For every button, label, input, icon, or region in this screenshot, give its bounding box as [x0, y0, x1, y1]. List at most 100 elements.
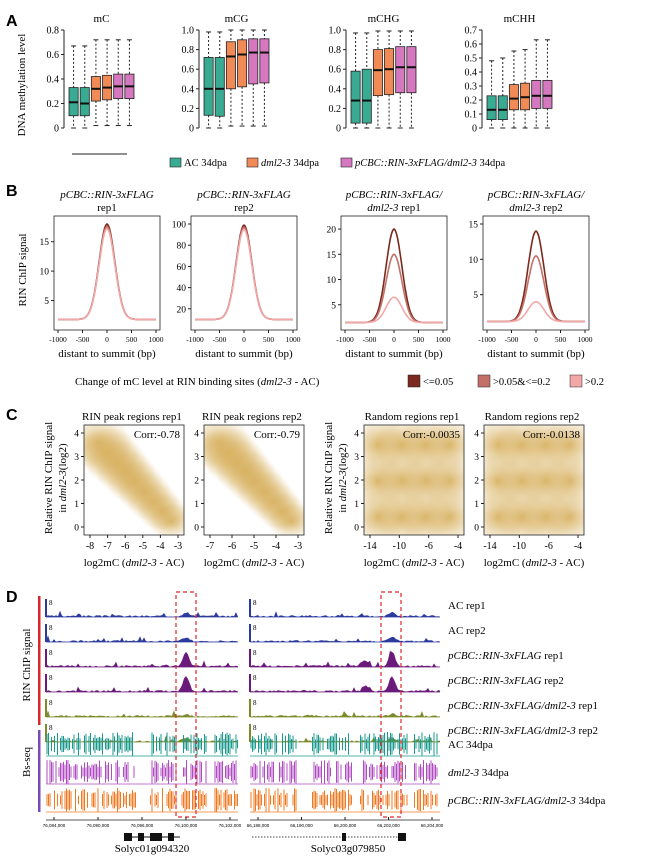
x-tick-label: -6 — [424, 541, 432, 552]
density-blob — [542, 489, 584, 535]
box-pcbc — [124, 39, 135, 127]
gene-model-right: Solyc03g079850 — [252, 833, 406, 855]
track-signal — [250, 711, 440, 717]
profile-xlabel: distant to summit (bp) — [345, 348, 443, 360]
density-corr: Corr:-0.0138 — [523, 429, 581, 441]
gene-name-right: Solyc03g079850 — [311, 843, 386, 855]
panel-d-bs-label: Bs-seq — [21, 747, 33, 777]
box-dml — [384, 30, 395, 129]
y-tick-label: 60 — [177, 263, 187, 273]
box-body — [508, 84, 519, 111]
track-label-part-1: pCBC::RIN-3xFLAG/dml2-3 — [447, 725, 576, 737]
density-cloud — [484, 425, 584, 535]
x-tick-label: -4 — [454, 541, 462, 552]
density-corr: Corr:-0.0035 — [403, 429, 461, 441]
track-scale-value: 8 — [253, 599, 257, 607]
track-label-part-0: AC 34dpa — [448, 739, 493, 751]
density-xlabel-part-1: dml2-3 — [406, 557, 438, 569]
profile-title-line2: rep1 — [97, 202, 117, 214]
track-signal — [46, 610, 238, 617]
density-blob — [147, 503, 184, 535]
density-title: Random regions rep2 — [485, 411, 580, 423]
track-signal — [250, 611, 440, 617]
legend-label: >0.2 — [585, 377, 604, 388]
y-tick-label: 20 — [327, 226, 337, 236]
x-tick-label: -14 — [363, 541, 376, 552]
y-tick-label: 4 — [74, 430, 79, 440]
boxplot-title: mC — [94, 13, 110, 25]
panel-c-ylabel-right-2-part-2: (log2) — [337, 443, 349, 470]
y-tick-label: 2 — [354, 477, 359, 487]
gene-name-left: Solyc01g094320 — [115, 843, 190, 855]
density-xlabel-part-2: - AC) — [437, 557, 465, 569]
density-corr: Corr:-0.79 — [254, 429, 301, 441]
boxplot-title: mCG — [225, 13, 249, 25]
track-signal — [46, 651, 238, 667]
box-pcbc — [113, 39, 124, 127]
track-label-part-1: pCBC::RIN-3xFLAG — [447, 675, 542, 687]
x-tick-label: -7 — [103, 541, 111, 552]
x-tick-label: -5 — [250, 541, 258, 552]
profile-title-line2: dml2-3 rep1 — [367, 202, 420, 214]
box-AC — [68, 45, 79, 129]
legend-label-italic: dml2-3 — [261, 158, 291, 169]
profile-curve-1 — [58, 225, 156, 321]
legend-item-1: dml2-3 34dpa — [246, 157, 320, 169]
y-tick-label: 80 — [177, 242, 187, 252]
panel-c-ylabel-right-1: Relative RIN ChIP signal — [323, 422, 335, 534]
track-label: AC rep1 — [448, 600, 486, 612]
panel-b-ylabel: RIN ChIP signal — [17, 234, 29, 307]
panel-letter-b: B — [6, 183, 18, 200]
y-tick-label: 0.8 — [329, 45, 342, 56]
y-tick-label: 10 — [327, 276, 337, 286]
density-xlabel: log2mC (dml2-3 - AC) — [364, 557, 465, 569]
track-label-part-2: 34dpa — [479, 767, 509, 779]
box-AC — [214, 31, 225, 129]
x-tick-label: -10 — [513, 541, 526, 552]
y-tick-label: 100 — [172, 221, 187, 231]
x-tick-label: -1000 — [49, 335, 67, 344]
y-tick-label: 0 — [74, 524, 79, 534]
x-tick-label: -7 — [206, 541, 214, 552]
x-tick-label: 500 — [413, 335, 425, 344]
legend-swatch — [340, 157, 353, 168]
profile-curve-0 — [58, 222, 156, 321]
legend-label-suffix: 34dpa — [291, 158, 320, 169]
legend-swatch — [169, 157, 182, 168]
panel-b-legend-title-part-1: dml2-3 — [261, 376, 293, 388]
y-tick-label: 0.6 — [182, 65, 195, 76]
y-tick-label: 0.8 — [182, 45, 195, 56]
track-2: 8 8 pCBC::RIN-3xFLAG rep1 — [45, 649, 564, 668]
profile-title-line1: pCBC::RIN-3xFLAG/ — [487, 189, 585, 201]
box-dml — [520, 49, 531, 129]
x-tick-label: -10 — [393, 541, 406, 552]
box-body — [395, 46, 406, 94]
legend-swatch — [246, 157, 259, 168]
track-label-part-0: AC rep1 — [448, 600, 486, 612]
density-blob — [267, 503, 304, 535]
y-tick-label: 4 — [354, 430, 359, 440]
y-tick-label: 0.6 — [329, 65, 342, 76]
box-body — [497, 95, 508, 121]
legend-item-1: >0.05&<=0.2 — [477, 374, 550, 388]
profile-curve-0 — [487, 230, 585, 323]
x-tick-label: -3 — [174, 541, 182, 552]
box-body — [79, 87, 90, 117]
boxplot-mCHG: mCHG 0 0.2 0.4 0.6 0.8 1.0 — [329, 13, 417, 135]
box-body — [259, 38, 270, 84]
track-signal — [250, 651, 440, 667]
boxplot-title: mCHH — [504, 13, 536, 25]
track-6: AC 34dpa — [46, 732, 493, 757]
track-3: 8 8 pCBC::RIN-3xFLAG rep2 — [45, 674, 564, 693]
track-scale-value: 8 — [49, 624, 53, 632]
box-body — [361, 68, 372, 124]
y-tick-label: 2 — [74, 477, 79, 487]
box-AC — [350, 32, 361, 129]
legend-label-suffix: 34dpa — [477, 158, 506, 169]
track-label-part-2: rep1 — [541, 650, 563, 662]
panel-c-ylabel-right-2-part-1: dml2-3 — [337, 470, 349, 502]
panel-b-legend-title-part-0: Change of mC level at RIN binding sites … — [75, 376, 261, 388]
x-tick-label: -6 — [121, 541, 129, 552]
